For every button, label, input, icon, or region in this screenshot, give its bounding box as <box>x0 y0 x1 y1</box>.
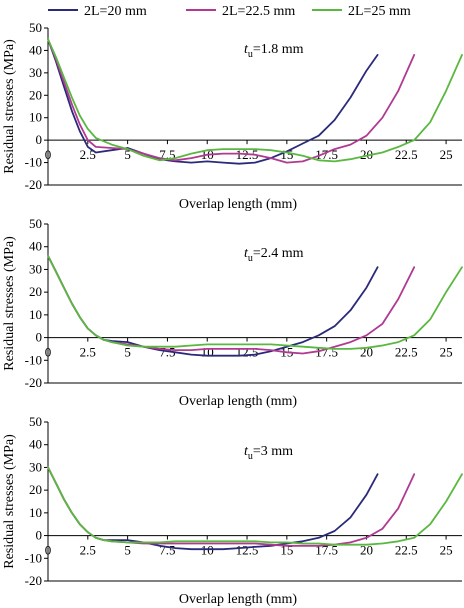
x-tick-label: 20 <box>360 147 373 162</box>
y-tick-label: 30 <box>29 459 42 474</box>
x-tick-label: 22.5 <box>395 345 418 360</box>
x-tick-label: 0 <box>45 147 52 162</box>
y-tick-label: 10 <box>29 110 42 125</box>
x-tick-label: 25 <box>440 543 453 558</box>
y-tick-label: 50 <box>29 216 42 231</box>
x-tick-label: 25 <box>440 345 453 360</box>
x-tick-label: 10 <box>201 345 214 360</box>
legend-label: 2L=22.5 mm <box>222 4 295 19</box>
x-tick-label: 2.5 <box>80 543 96 558</box>
y-tick-label: -20 <box>25 573 42 588</box>
y-tick-label: 20 <box>29 87 42 102</box>
y-tick-label: -20 <box>25 177 42 192</box>
x-axis-label: Overlap length (mm) <box>179 592 298 607</box>
legend-label: 2L=20 mm <box>84 4 147 19</box>
x-tick-label: 0 <box>45 543 52 558</box>
x-tick-label: 15 <box>280 147 293 162</box>
y-tick-label: 0 <box>36 132 43 147</box>
series-line <box>47 466 463 546</box>
y-axis-label: Residual stresses (MPa) <box>2 434 17 569</box>
legend-label: 2L=25 mm <box>348 4 411 19</box>
thickness-annotation: tu=2.4 mm <box>244 246 304 264</box>
y-tick-label: 0 <box>36 528 43 543</box>
y-tick-label: 50 <box>29 20 42 35</box>
series-line <box>47 466 379 551</box>
thickness-annotation: tu=1.8 mm <box>244 42 304 60</box>
y-tick-label: -10 <box>25 155 42 170</box>
x-axis-label: Overlap length (mm) <box>179 394 298 409</box>
x-tick-label: 5 <box>124 543 131 558</box>
y-tick-label: 30 <box>29 261 42 276</box>
x-tick-label: 20 <box>360 543 373 558</box>
y-tick-label: 30 <box>29 65 42 80</box>
legend: 2L=20 mm 2L=22.5 mm 2L=25 mm <box>48 4 411 19</box>
y-tick-label: 20 <box>29 482 42 497</box>
y-tick-label: 40 <box>29 437 42 452</box>
x-tick-label: 5 <box>124 147 131 162</box>
x-tick-label: 2.5 <box>80 345 96 360</box>
y-axis-label: Residual stresses (MPa) <box>2 39 17 174</box>
series-line <box>47 38 379 165</box>
x-tick-label: 12.5 <box>236 543 259 558</box>
y-tick-label: 10 <box>29 307 42 322</box>
x-tick-label: 12.5 <box>236 345 259 360</box>
y-tick-label: 50 <box>29 414 42 429</box>
series-line <box>47 466 416 547</box>
x-axis-label: Overlap length (mm) <box>179 197 298 212</box>
x-tick-label: 22.5 <box>395 147 418 162</box>
y-axis-label: Residual stresses (MPa) <box>2 236 17 371</box>
series-line <box>47 254 463 350</box>
series-line <box>47 38 463 163</box>
y-tick-label: 40 <box>29 239 42 254</box>
y-tick-label: -20 <box>25 375 42 390</box>
y-tick-label: 0 <box>36 330 43 345</box>
x-tick-label: 0 <box>45 345 52 360</box>
thickness-annotation: tu=3 mm <box>244 444 293 462</box>
y-tick-label: -10 <box>25 352 42 367</box>
series-line <box>47 254 379 357</box>
y-tick-label: 10 <box>29 505 42 520</box>
y-tick-label: 20 <box>29 284 42 299</box>
y-tick-label: -10 <box>25 550 42 565</box>
x-tick-label: 2.5 <box>80 147 96 162</box>
x-tick-label: 25 <box>440 147 453 162</box>
x-tick-label: 5 <box>124 345 131 360</box>
x-tick-label: 22.5 <box>395 543 418 558</box>
series-line <box>47 38 416 164</box>
x-tick-label: 7.5 <box>159 543 175 558</box>
y-tick-label: 40 <box>29 42 42 57</box>
